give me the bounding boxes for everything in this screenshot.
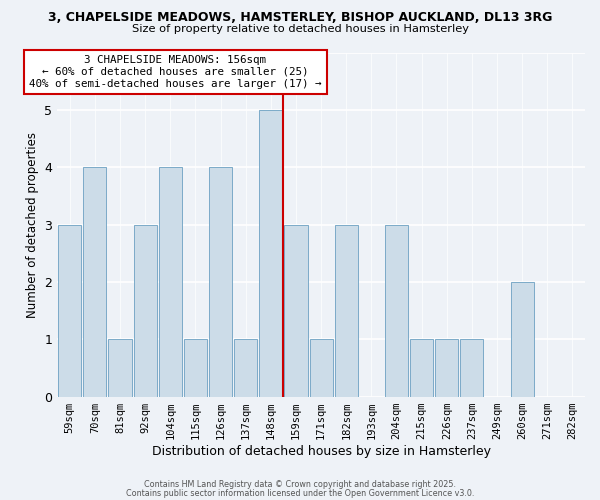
Bar [259, 110, 283, 397]
Text: 3 CHAPELSIDE MEADOWS: 156sqm
← 60% of detached houses are smaller (25)
40% of se: 3 CHAPELSIDE MEADOWS: 156sqm ← 60% of de… [29, 56, 322, 88]
Bar [184, 339, 207, 396]
Bar [460, 339, 484, 396]
Bar [83, 167, 106, 396]
Text: Contains public sector information licensed under the Open Government Licence v3: Contains public sector information licen… [126, 488, 474, 498]
Bar [335, 224, 358, 396]
Text: Contains HM Land Registry data © Crown copyright and database right 2025.: Contains HM Land Registry data © Crown c… [144, 480, 456, 489]
Text: 3, CHAPELSIDE MEADOWS, HAMSTERLEY, BISHOP AUCKLAND, DL13 3RG: 3, CHAPELSIDE MEADOWS, HAMSTERLEY, BISHO… [48, 11, 552, 24]
Bar [410, 339, 433, 396]
Bar [234, 339, 257, 396]
Text: Size of property relative to detached houses in Hamsterley: Size of property relative to detached ho… [131, 24, 469, 34]
Bar [209, 167, 232, 396]
X-axis label: Distribution of detached houses by size in Hamsterley: Distribution of detached houses by size … [152, 444, 491, 458]
Bar [385, 224, 408, 396]
Bar [435, 339, 458, 396]
Bar [134, 224, 157, 396]
Bar [284, 224, 308, 396]
Bar [310, 339, 332, 396]
Bar [159, 167, 182, 396]
Bar [109, 339, 131, 396]
Bar [58, 224, 82, 396]
Y-axis label: Number of detached properties: Number of detached properties [26, 132, 39, 318]
Bar [511, 282, 534, 397]
